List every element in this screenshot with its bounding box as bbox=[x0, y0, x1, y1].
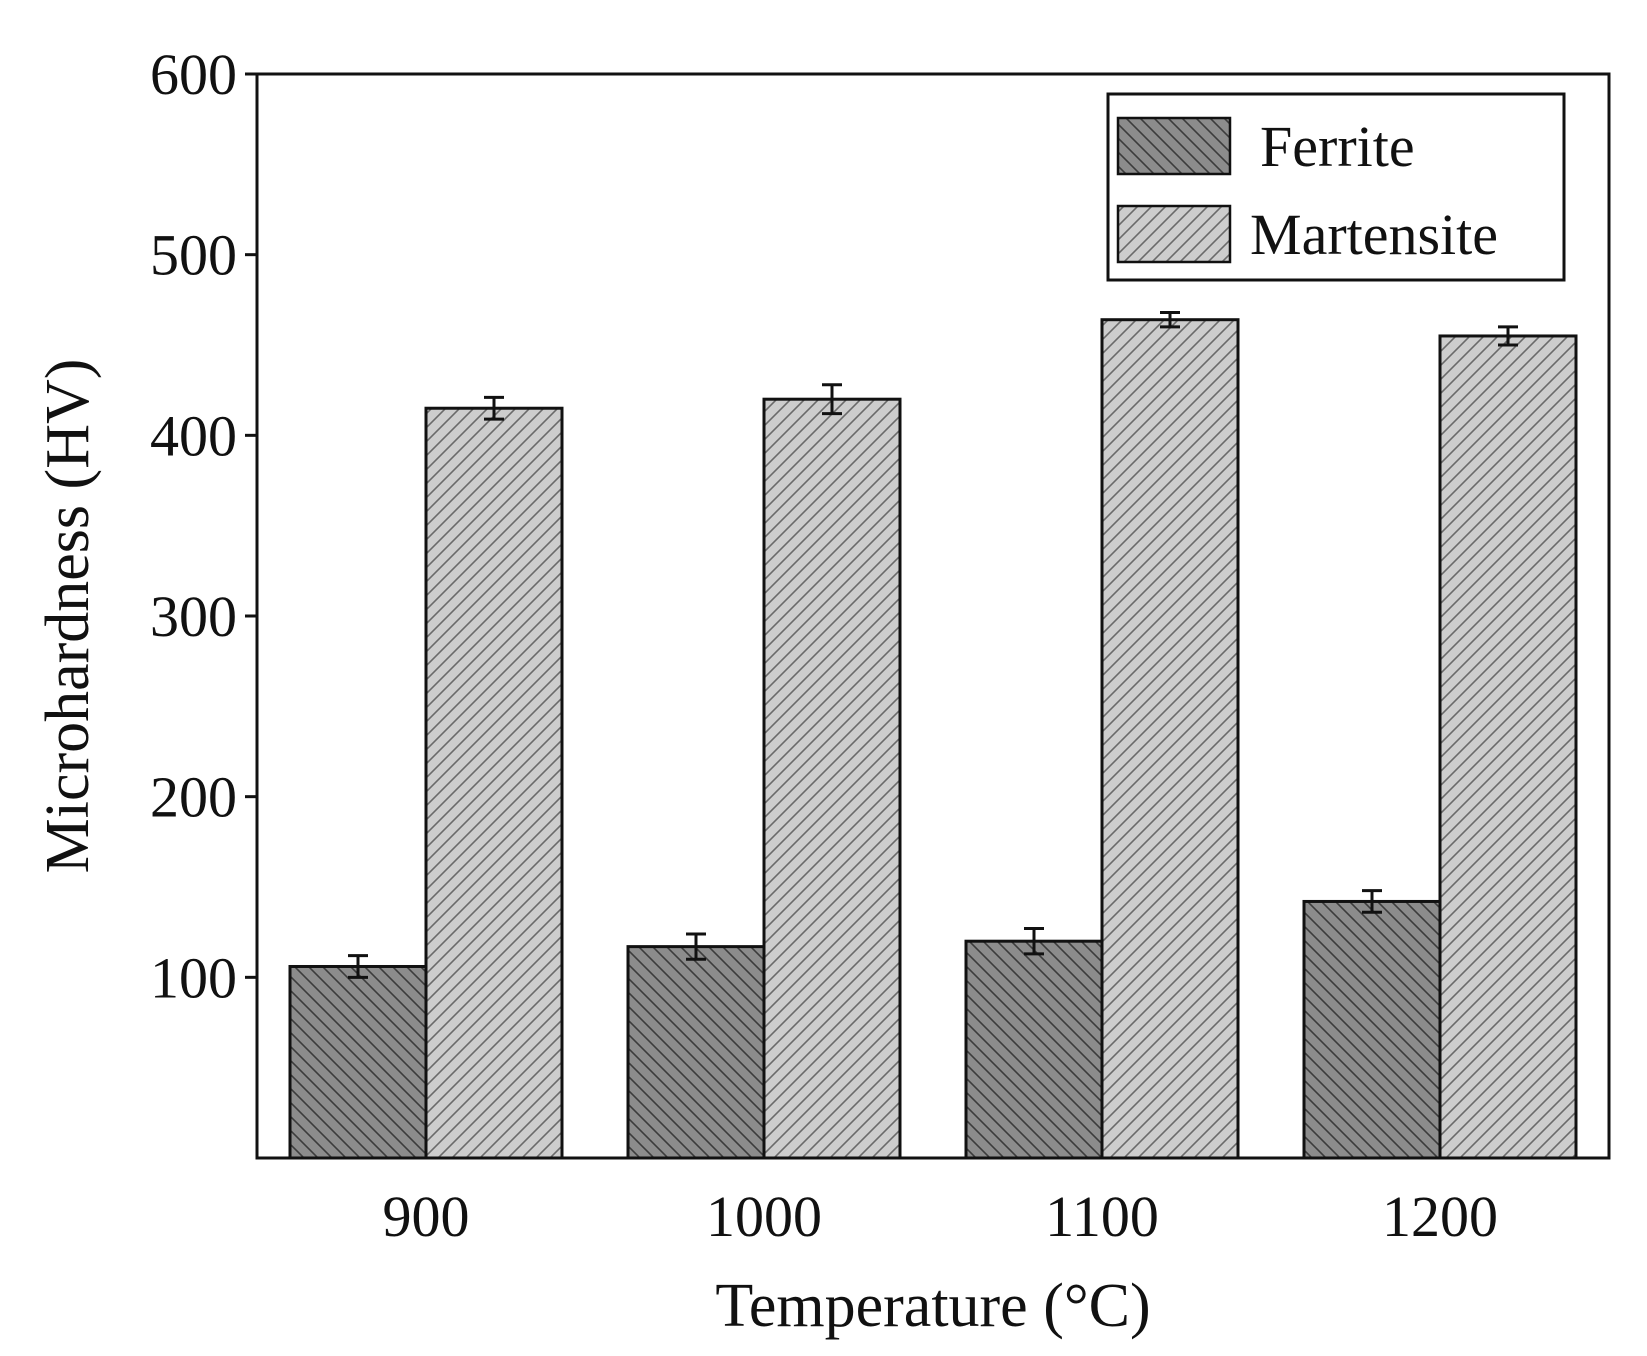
y-axis-ticks: 100 200 300 400 500 600 bbox=[150, 42, 257, 1010]
legend-swatch-martensite bbox=[1116, 204, 1232, 264]
bar-martensite-1000 bbox=[762, 397, 902, 1160]
legend-label-martensite: Martensite bbox=[1250, 202, 1498, 267]
error-bar-martensite-900 bbox=[484, 395, 504, 421]
legend: Ferrite Martensite bbox=[1106, 92, 1566, 282]
error-bar-ferrite-1100 bbox=[1024, 927, 1044, 956]
error-bar-ferrite-1000 bbox=[686, 932, 706, 961]
bar-ferrite-1000 bbox=[626, 945, 766, 1160]
bar-martensite-1100 bbox=[1100, 318, 1240, 1160]
legend-swatch-ferrite bbox=[1116, 116, 1232, 176]
x-tick-label-1100: 1100 bbox=[1045, 1184, 1159, 1249]
y-tick-label-600: 600 bbox=[150, 42, 237, 107]
y-axis-title: Microhardness (HV) bbox=[34, 359, 102, 874]
y-tick-label-500: 500 bbox=[150, 223, 237, 288]
y-tick-label-300: 300 bbox=[150, 584, 237, 649]
y-tick-label-400: 400 bbox=[150, 403, 237, 468]
x-tick-label-900: 900 bbox=[383, 1184, 470, 1249]
bar-ferrite-900 bbox=[288, 964, 428, 1160]
y-tick-label-100: 100 bbox=[150, 945, 237, 1010]
error-bar-ferrite-1200 bbox=[1362, 889, 1382, 914]
x-axis-title: Temperature (°C) bbox=[715, 1272, 1150, 1340]
x-axis-ticks: 900 1000 1100 1200 bbox=[383, 1184, 1499, 1249]
error-bar-martensite-1200 bbox=[1498, 325, 1518, 347]
error-bar-martensite-1100 bbox=[1160, 310, 1180, 329]
error-bars-layer bbox=[348, 310, 1518, 979]
bars-layer bbox=[288, 318, 1578, 1160]
bar-martensite-1200 bbox=[1438, 334, 1578, 1160]
error-bar-martensite-1000 bbox=[822, 383, 842, 416]
bar-ferrite-1100 bbox=[964, 939, 1104, 1160]
bar-ferrite-1200 bbox=[1302, 899, 1442, 1160]
y-tick-label-200: 200 bbox=[150, 765, 237, 830]
legend-label-ferrite: Ferrite bbox=[1260, 114, 1415, 179]
x-tick-label-1000: 1000 bbox=[706, 1184, 822, 1249]
error-bar-ferrite-900 bbox=[348, 954, 368, 979]
bar-martensite-900 bbox=[424, 406, 564, 1160]
x-tick-label-1200: 1200 bbox=[1382, 1184, 1498, 1249]
